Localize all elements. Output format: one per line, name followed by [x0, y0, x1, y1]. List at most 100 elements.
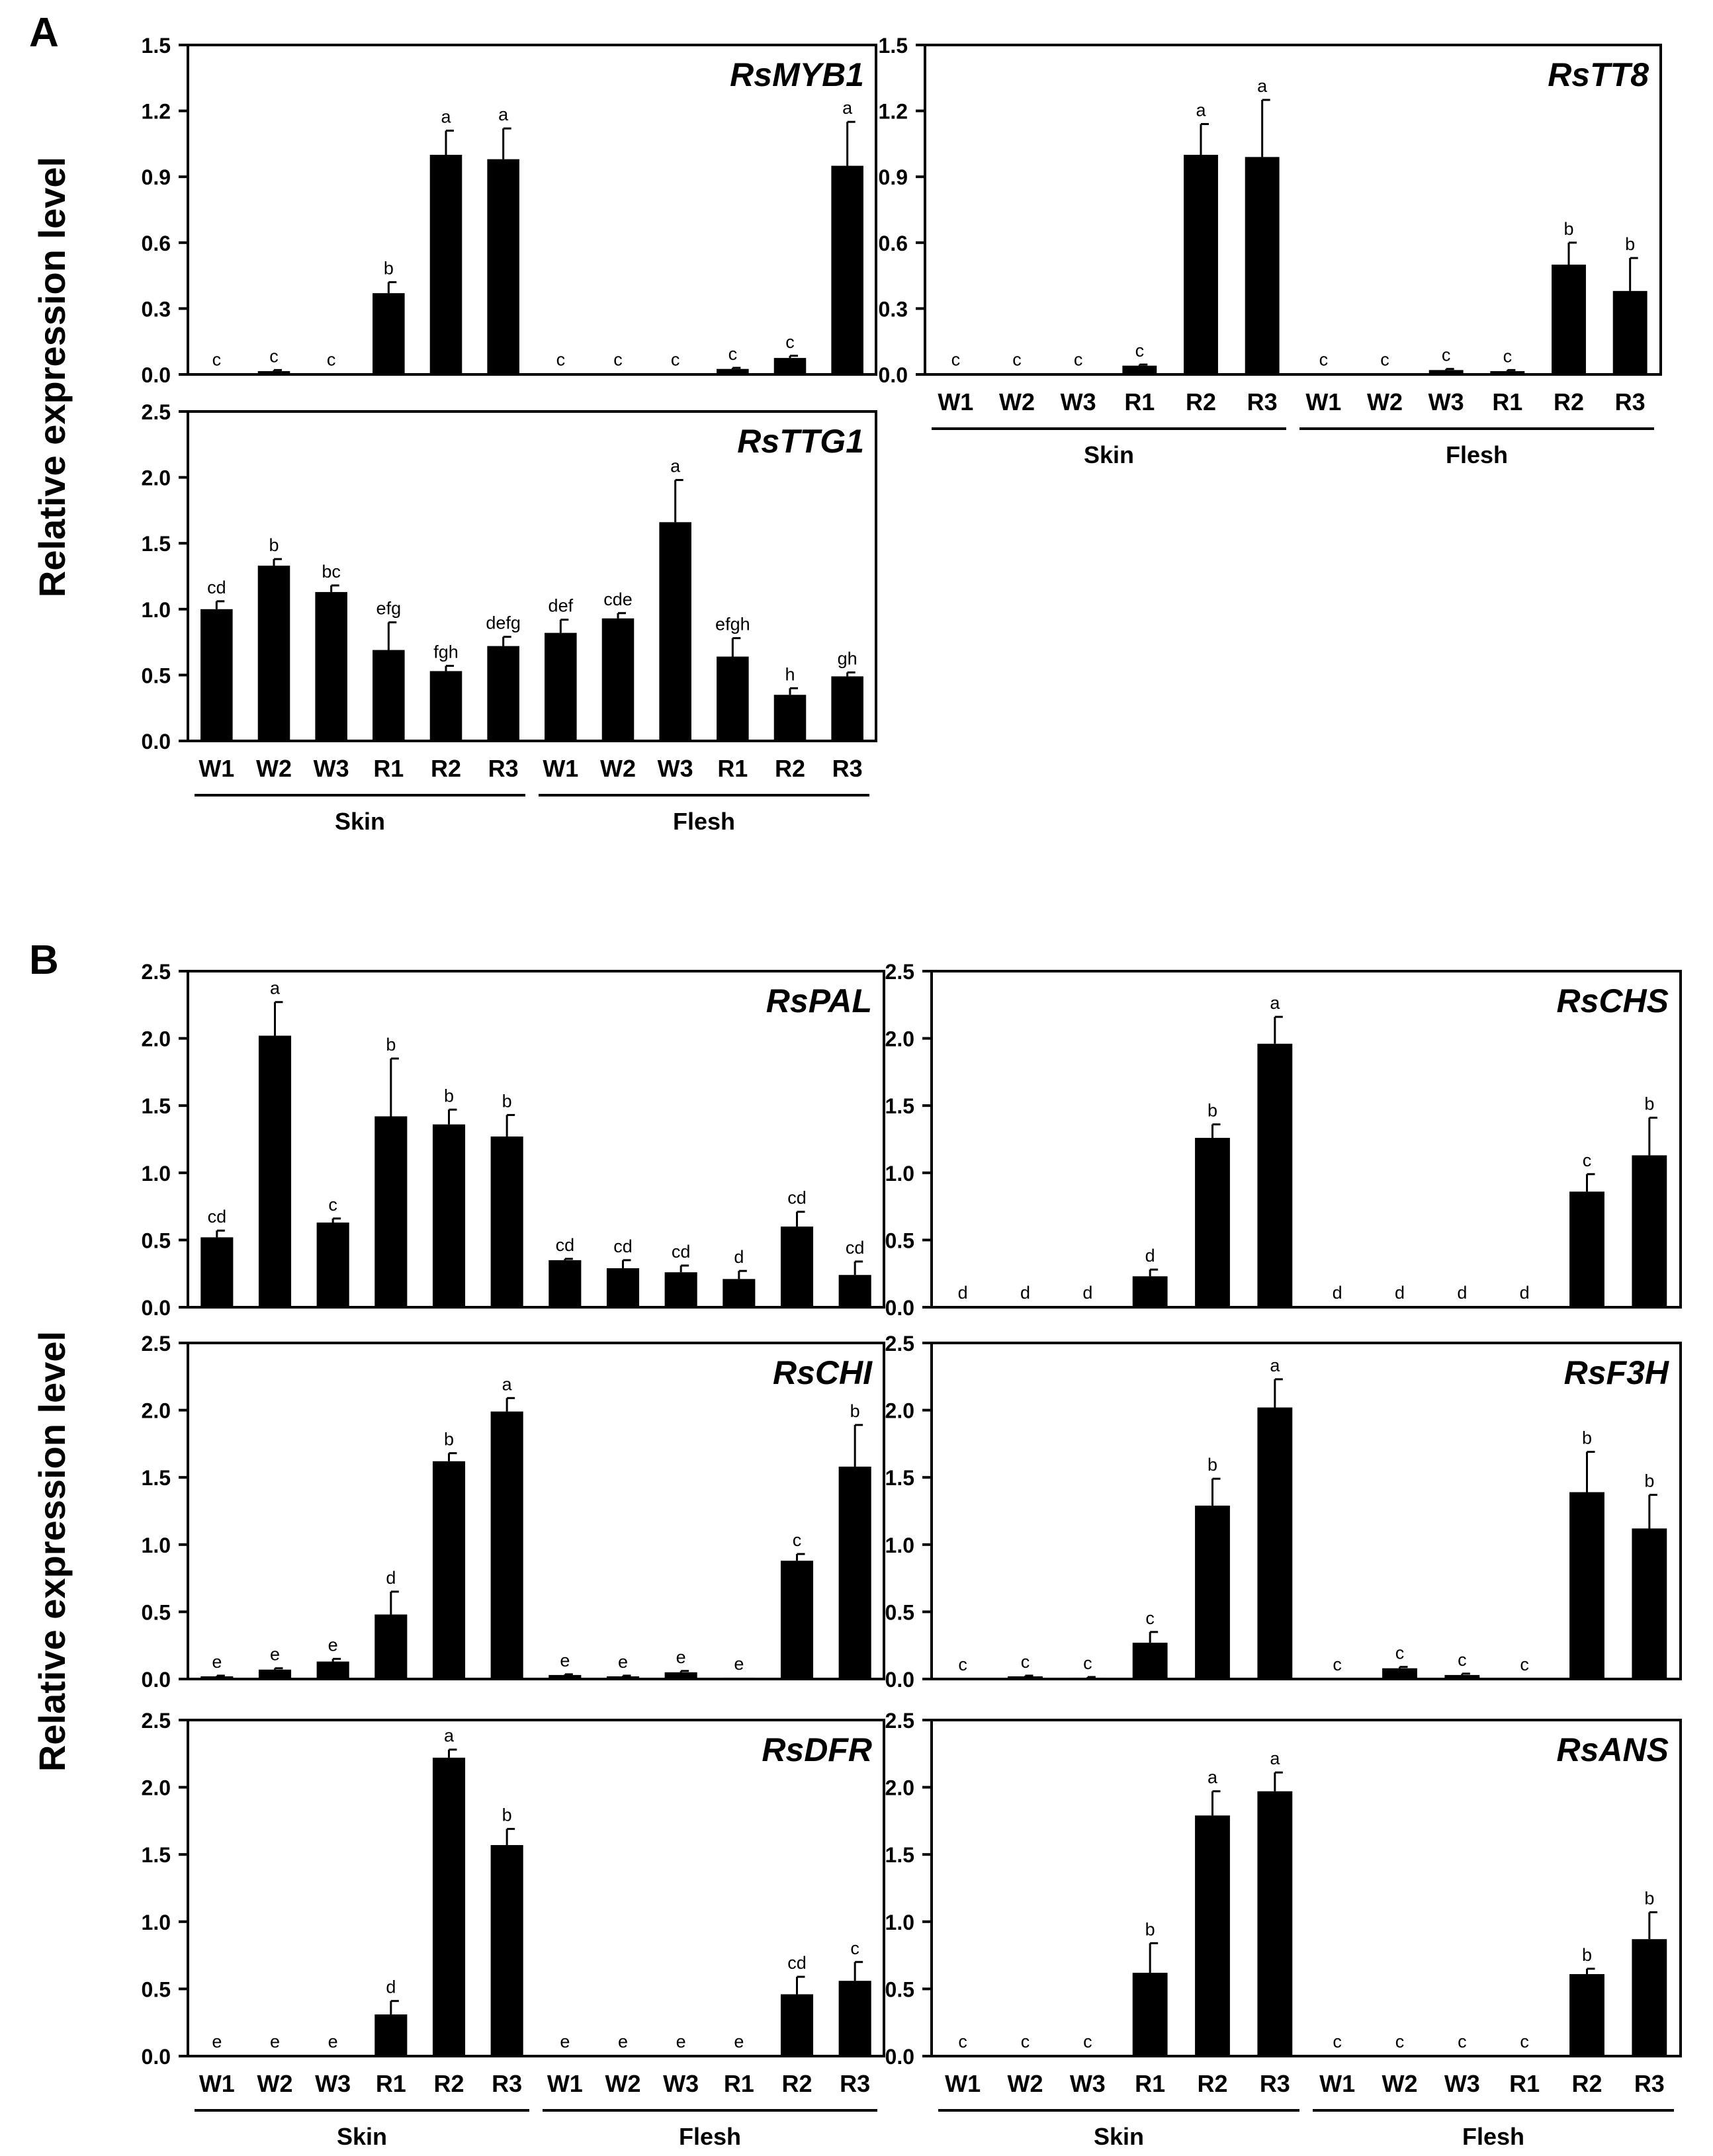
significance-label-rsf3h: a: [1270, 1356, 1280, 1375]
bar-rsf3h-flesh-w2: [1382, 1668, 1417, 1679]
significance-label-rstt8: a: [1257, 76, 1268, 96]
significance-label-rstt8: a: [1196, 101, 1206, 120]
x-tick-label-rstt8: R1: [1124, 388, 1155, 415]
x-tick-label-rsttg1: W2: [256, 755, 292, 782]
significance-label-rsdfr: e: [734, 2032, 744, 2051]
significance-label-rschi: e: [734, 1654, 744, 1674]
significance-label-rsf3h: b: [1582, 1428, 1592, 1448]
chart-title-rsmyb1: RsMYB1: [730, 56, 864, 93]
bar-rsmyb1-skin-w3: [315, 373, 347, 374]
significance-label-rsf3h: b: [1208, 1455, 1217, 1475]
chart-title-rsf3h: RsF3H: [1564, 1354, 1669, 1391]
y-tick-label-rsttg1: 1.0: [142, 598, 171, 622]
x-tick-label-rsans: W2: [1008, 2070, 1043, 2097]
x-tick-label-rstt8: W2: [999, 388, 1035, 415]
significance-label-rsdfr: e: [676, 2032, 686, 2051]
significance-label-rspal: cd: [556, 1235, 575, 1255]
y-axis-label-panel-b: Relative expression level: [31, 1331, 73, 1772]
bar-rsans-flesh-w3: [1444, 2055, 1480, 2057]
bar-rsdfr-skin-r1: [374, 2014, 408, 2056]
bar-rschi-skin-w2: [258, 1669, 292, 1679]
bar-rspal-skin-w3: [316, 1222, 349, 1307]
group-label-skin-rsttg1: Skin: [335, 808, 385, 835]
bar-rsf3h-skin-w2: [1008, 1676, 1043, 1679]
y-tick-label-rsmyb1: 0.3: [142, 297, 171, 321]
y-tick-label-rschi: 1.0: [142, 1533, 171, 1557]
y-tick-label-rspal: 0.5: [142, 1229, 171, 1252]
significance-label-rschi: e: [212, 1652, 222, 1672]
significance-label-rsttg1: b: [269, 535, 279, 555]
significance-label-rstt8: c: [1012, 349, 1022, 369]
bar-rschs-skin-r1: [1132, 1276, 1168, 1307]
y-tick-label-rspal: 0.0: [142, 1296, 171, 1320]
bar-rstt8-skin-r1: [1122, 365, 1157, 374]
y-tick-label-rsdfr: 0.5: [142, 1977, 171, 2001]
bar-rsf3h-flesh-r3: [1632, 1528, 1667, 1679]
bar-rsf3h-flesh-r1: [1507, 1678, 1542, 1680]
chart-rspal: RsPAL 0.0 0.5 1.0 1.5 2.0 2.5 cd a c b b b cd cd cd d cd c…: [142, 960, 885, 1320]
x-tick-label-rsttg1: W1: [198, 755, 234, 782]
bar-rspal-skin-r1: [374, 1116, 408, 1307]
significance-label-rspal: c: [328, 1195, 337, 1215]
significance-label-rstt8: c: [1319, 349, 1329, 369]
bar-rschi-skin-r1: [374, 1614, 408, 1679]
significance-label-rschs: b: [1644, 1094, 1654, 1113]
significance-label-rsans: c: [1333, 2032, 1342, 2051]
significance-label-rschs: d: [1457, 1283, 1467, 1303]
y-tick-label-rschs: 0.0: [885, 1296, 914, 1320]
bar-rsmyb1-flesh-w2: [601, 373, 635, 374]
bar-rschs-flesh-w2: [1382, 1306, 1417, 1308]
significance-label-rsf3h: c: [1458, 1650, 1467, 1670]
bar-rschs-flesh-r2: [1569, 1191, 1604, 1307]
bar-rsmyb1-skin-r1: [373, 293, 405, 374]
chart-title-rschs: RsCHS: [1557, 982, 1669, 1019]
x-tick-label-rsans: W2: [1382, 2070, 1418, 2097]
y-tick-label-rstt8: 1.2: [879, 100, 908, 124]
x-tick-label-rsttg1: R2: [775, 755, 805, 782]
significance-label-rsdfr: e: [270, 2032, 280, 2051]
y-tick-label-rschs: 2.5: [885, 960, 914, 984]
group-label-flesh-rsdfr: Flesh: [679, 2123, 741, 2150]
significance-label-rschs: d: [958, 1283, 968, 1303]
x-tick-label-rsdfr: W2: [605, 2070, 641, 2097]
chart-rsans: RsANS 0.0 0.5 1.0 1.5 2.0 2.5 c c c b a a c c c c b b W1 W2 W…: [885, 1709, 1682, 2150]
y-tick-label-rsans: 0.5: [885, 1977, 914, 2001]
bar-rstt8-skin-w2: [1000, 373, 1034, 374]
significance-label-rspal: b: [502, 1091, 512, 1111]
significance-label-rschi: e: [676, 1647, 686, 1667]
bar-rsmyb1-flesh-r2: [773, 358, 807, 374]
bar-rsans-flesh-w2: [1382, 2055, 1417, 2057]
bar-rsttg1-skin-w2: [257, 566, 290, 741]
y-tick-label-rsmyb1: 0.6: [142, 232, 171, 255]
bar-rspal-flesh-w3: [664, 1272, 697, 1307]
group-label-skin-rsans: Skin: [1094, 2123, 1144, 2150]
bar-rsttg1-flesh-w1: [545, 632, 577, 741]
x-tick-label-rsttg1: W3: [658, 755, 693, 782]
chart-title-rstt8: RsTT8: [1548, 56, 1649, 93]
x-tick-label-rsans: W1: [945, 2070, 981, 2097]
x-tick-label-rsdfr: W3: [315, 2070, 351, 2097]
x-tick-label-rsdfr: R3: [840, 2070, 870, 2097]
y-tick-label-rsttg1: 1.5: [142, 532, 171, 556]
significance-label-rstt8: c: [1380, 349, 1389, 369]
bar-rsmyb1-skin-r2: [429, 155, 462, 374]
y-tick-label-rspal: 1.0: [142, 1162, 171, 1186]
bar-rsans-skin-w1: [945, 2055, 981, 2057]
bar-rschs-flesh-w3: [1444, 1306, 1480, 1308]
x-tick-label-rstt8: W2: [1367, 388, 1403, 415]
bar-rsdfr-flesh-w2: [606, 2055, 640, 2057]
significance-label-rsdfr: e: [560, 2032, 570, 2051]
significance-label-rsmyb1: c: [613, 349, 623, 369]
significance-label-rstt8: c: [1135, 341, 1145, 361]
y-tick-label-rsf3h: 1.0: [885, 1533, 914, 1557]
significance-label-rschi: e: [618, 1652, 628, 1672]
y-tick-label-rschs: 2.0: [885, 1027, 914, 1051]
y-tick-label-rsttg1: 2.5: [142, 400, 171, 424]
y-tick-label-rsdfr: 0.0: [142, 2045, 171, 2069]
y-tick-label-rsmyb1: 0.0: [142, 363, 171, 387]
x-tick-label-rsans: R3: [1634, 2070, 1665, 2097]
significance-label-rsdfr: e: [618, 2032, 628, 2051]
x-tick-label-rstt8: R2: [1554, 388, 1584, 415]
significance-label-rsans: c: [1083, 2032, 1092, 2051]
